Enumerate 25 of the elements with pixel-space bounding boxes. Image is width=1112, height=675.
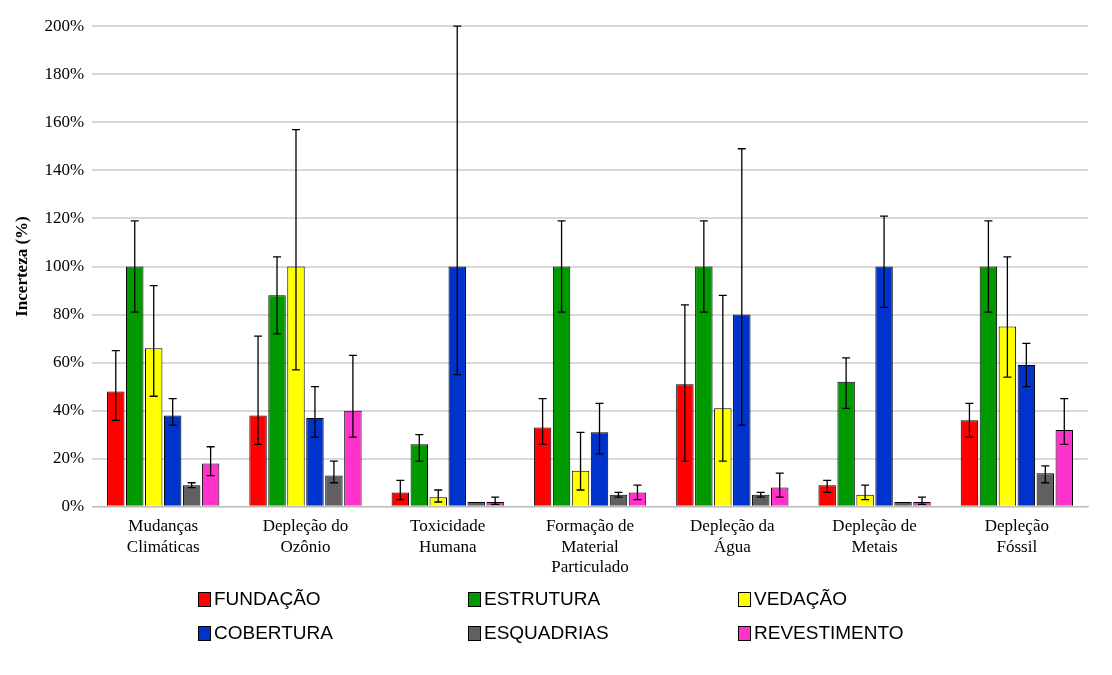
y-tick-label: 120%	[44, 207, 85, 227]
y-axis-title: Incerteza (%)	[11, 216, 31, 317]
y-tick-label: 80%	[52, 304, 85, 324]
x-tick-label: Mudanças Climáticas	[126, 516, 200, 556]
y-tick-label: 40%	[52, 400, 85, 420]
legend-label: ESTRUTURA	[484, 588, 601, 610]
x-tick-label: Depleção da Água	[690, 516, 775, 556]
legend-label: ESQUADRIAS	[484, 622, 609, 644]
legend-label: VEDAÇÃO	[754, 588, 847, 610]
y-tick-label: 60%	[52, 352, 85, 372]
x-tick-label: Formação de Material Particulado	[545, 516, 635, 577]
y-tick-label: 200%	[44, 15, 85, 35]
y-tick-label: 0%	[61, 496, 85, 516]
y-tick-label: 180%	[44, 63, 85, 83]
y-tick-label: 100%	[44, 255, 85, 275]
x-tick-label: Depleção Fóssil	[984, 516, 1049, 556]
y-tick-label: 20%	[52, 448, 85, 468]
legend-label: COBERTURA	[214, 622, 333, 644]
legend-label: REVESTIMENTO	[754, 622, 904, 644]
y-tick-label: 140%	[44, 159, 85, 179]
y-tick-label: 160%	[44, 111, 85, 131]
x-tick-label: Toxicidade Humana	[410, 516, 486, 556]
legend-label: FUNDAÇÃO	[214, 588, 321, 610]
x-tick-label: Depleção do Ozônio	[262, 516, 349, 556]
x-tick-label: Depleção de Metais	[832, 516, 917, 556]
